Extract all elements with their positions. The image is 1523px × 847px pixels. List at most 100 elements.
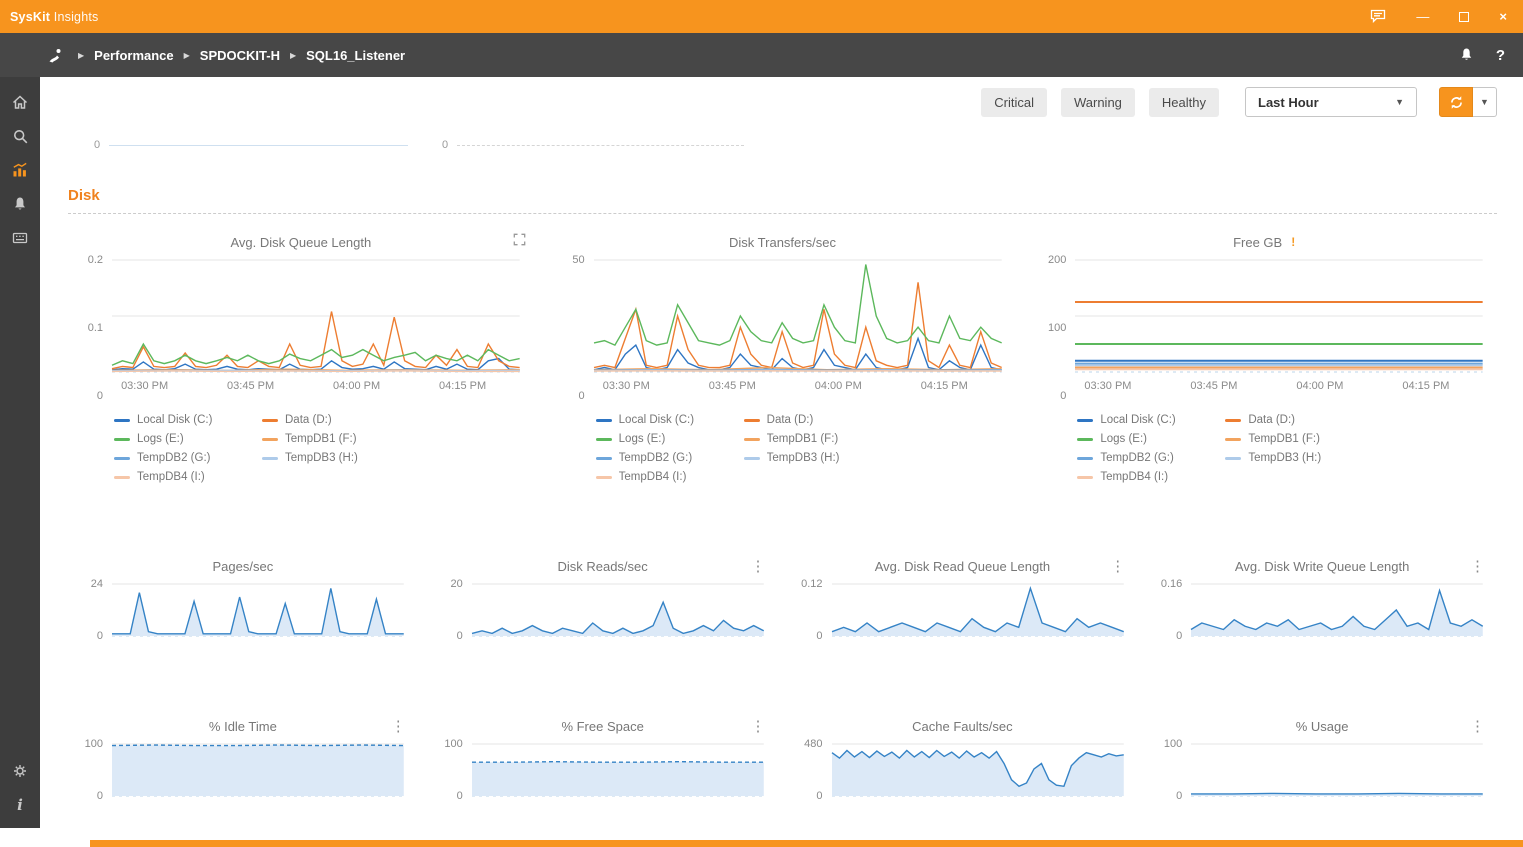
legend-item[interactable]: TempDB3 (H:) xyxy=(1225,452,1373,464)
legend-item[interactable]: TempDB2 (G:) xyxy=(1077,452,1225,464)
chart-title: Disk Transfers/sec xyxy=(729,235,836,250)
x-tick-label: 04:15 PM xyxy=(1402,380,1450,392)
kebab-menu-icon[interactable]: ⋮ xyxy=(1470,718,1485,735)
info-icon[interactable]: i xyxy=(17,796,23,814)
legend-swatch xyxy=(262,418,278,422)
legend-item[interactable]: TempDB1 (F:) xyxy=(1225,433,1373,445)
x-tick-label: 03:45 PM xyxy=(708,380,756,392)
filter-healthy-button[interactable]: Healthy xyxy=(1148,87,1219,117)
feedback-chat-icon[interactable] xyxy=(1370,9,1386,25)
legend-item[interactable]: Logs (E:) xyxy=(114,433,262,445)
legend-item[interactable]: TempDB4 (I:) xyxy=(595,471,744,483)
chart-pages-sec: Pages/sec 0 24 xyxy=(68,554,418,642)
legend-item[interactable]: Logs (E:) xyxy=(1077,433,1225,445)
partial-chart: 0 xyxy=(442,139,744,151)
legend-item[interactable]: Data (D:) xyxy=(1225,414,1373,426)
plot-area xyxy=(594,260,1002,372)
x-tick-label: 04:00 PM xyxy=(1296,380,1344,392)
minimize-button[interactable]: — xyxy=(1416,9,1430,24)
warning-icon[interactable]: ! xyxy=(1291,235,1296,249)
kebab-menu-icon[interactable]: ⋮ xyxy=(390,718,406,735)
y-tick-label: 0 xyxy=(1060,390,1067,402)
chart-free-space: % Free Space ⋮ 0 100 xyxy=(427,714,778,802)
chart-avg-disk-read-queue: Avg. Disk Read Queue Length ⋮ 0 0.12 xyxy=(787,554,1138,642)
chart-title: Avg. Disk Queue Length xyxy=(230,235,372,250)
chart-header: Pages/sec xyxy=(68,554,418,580)
kebab-menu-icon[interactable]: ⋮ xyxy=(1110,558,1126,575)
legend-item[interactable]: Local Disk (C:) xyxy=(114,414,262,426)
legend-swatch xyxy=(114,437,130,441)
kebab-menu-icon[interactable]: ⋮ xyxy=(750,718,766,735)
y-tick-label: 0.1 xyxy=(87,322,103,334)
y-axis: 0 100 xyxy=(428,738,472,802)
legend-item[interactable]: TempDB1 (F:) xyxy=(743,433,892,445)
breadcrumb-separator-icon: ▶ xyxy=(78,50,85,60)
help-icon[interactable]: ? xyxy=(1495,46,1505,64)
legend-item[interactable]: TempDB3 (H:) xyxy=(743,452,892,464)
chart-disk-reads-sec: Disk Reads/sec ⋮ 0 20 xyxy=(427,554,778,642)
legend-label: TempDB4 (I:) xyxy=(1100,471,1169,483)
x-tick-label: 03:45 PM xyxy=(227,380,275,392)
time-range-dropdown[interactable]: Last Hour ▼ xyxy=(1245,87,1417,117)
legend-swatch xyxy=(114,456,130,460)
kebab-menu-icon[interactable]: ⋮ xyxy=(1470,558,1485,575)
refresh-button[interactable] xyxy=(1439,87,1473,117)
breadcrumb-item-performance[interactable]: Performance xyxy=(94,47,174,63)
legend-item[interactable]: TempDB2 (G:) xyxy=(114,452,262,464)
search-icon[interactable] xyxy=(0,119,40,153)
chart-free-gb: Free GB! 0 100 200 03:30 PM 03:45 PM 04:00 PM… xyxy=(1031,230,1497,490)
alerts-bell-icon[interactable] xyxy=(0,187,40,221)
y-axis: 0 100 xyxy=(1147,738,1191,802)
legend-item[interactable]: TempDB3 (H:) xyxy=(262,452,410,464)
settings-gear-icon[interactable] xyxy=(0,754,40,788)
plot-area xyxy=(471,744,764,796)
legend-item[interactable]: TempDB1 (F:) xyxy=(262,433,410,445)
legend-item[interactable]: Local Disk (C:) xyxy=(1077,414,1225,426)
legend-swatch xyxy=(743,456,760,460)
expand-icon[interactable] xyxy=(513,233,526,251)
legend-label: TempDB3 (H:) xyxy=(766,452,840,464)
legend-item[interactable]: TempDB4 (I:) xyxy=(1077,471,1225,483)
legend-swatch xyxy=(114,475,130,479)
chart-avg-disk-write-queue: Avg. Disk Write Queue Length ⋮ 0 0.16 xyxy=(1147,554,1497,642)
x-axis: 03:30 PM 03:45 PM 04:00 PM 04:15 PM xyxy=(112,380,520,396)
performance-charts-icon[interactable] xyxy=(0,153,40,187)
chart-avg-disk-queue-length: Avg. Disk Queue Length 0 0.1 0.2 03:30 PM 03… xyxy=(68,230,534,490)
legend-swatch xyxy=(1077,437,1094,441)
section-title-disk: Disk xyxy=(68,187,1497,214)
close-button[interactable]: × xyxy=(1499,9,1507,24)
legend-label: TempDB2 (G:) xyxy=(618,452,693,464)
legend-item[interactable]: Local Disk (C:) xyxy=(595,414,744,426)
y-tick-label: 100 xyxy=(444,738,463,750)
legend-item[interactable]: Data (D:) xyxy=(262,414,410,426)
maximize-button[interactable] xyxy=(1459,11,1470,22)
legend-item[interactable]: Logs (E:) xyxy=(595,433,744,445)
home-icon[interactable] xyxy=(0,85,40,119)
breadcrumb-item-server[interactable]: SPDOCKIT-H xyxy=(199,47,280,63)
y-axis: 0 480 xyxy=(788,738,832,802)
legend-label: TempDB4 (I:) xyxy=(618,471,687,483)
legend-item[interactable]: TempDB4 (I:) xyxy=(114,471,262,483)
breadcrumb-bar: ▶ Performance ▶ SPDOCKIT-H ▶ SQL16_Liste… xyxy=(0,33,1523,77)
legend-swatch xyxy=(262,456,278,460)
legend-item[interactable]: TempDB2 (G:) xyxy=(595,452,744,464)
breadcrumb-item-listener[interactable]: SQL16_Listener xyxy=(306,47,406,63)
filter-critical-button[interactable]: Critical xyxy=(981,87,1047,117)
scrolled-chart-remnants: 0 0 xyxy=(68,123,1497,163)
y-tick-label: 24 xyxy=(90,578,103,590)
syskit-logo-icon[interactable] xyxy=(46,47,64,64)
bottom-accent-bar xyxy=(90,840,1523,847)
legend-item[interactable]: Data (D:) xyxy=(743,414,892,426)
legend-swatch xyxy=(1077,418,1094,422)
chart-row-small-2: % Idle Time ⋮ 0 100 % Free Space ⋮ 0 100 C… xyxy=(68,714,1497,802)
kebab-menu-icon[interactable]: ⋮ xyxy=(750,558,766,575)
y-tick-label: 0 xyxy=(96,790,103,802)
legend-label: TempDB3 (H:) xyxy=(285,452,358,464)
notifications-bell-icon[interactable] xyxy=(1459,47,1474,63)
brand-light: Insights xyxy=(53,9,99,24)
y-axis: 0 100 200 xyxy=(1031,254,1075,402)
filter-warning-button[interactable]: Warning xyxy=(1060,87,1135,117)
servers-console-icon[interactable] xyxy=(0,221,40,255)
refresh-options-caret[interactable]: ▼ xyxy=(1473,87,1497,117)
